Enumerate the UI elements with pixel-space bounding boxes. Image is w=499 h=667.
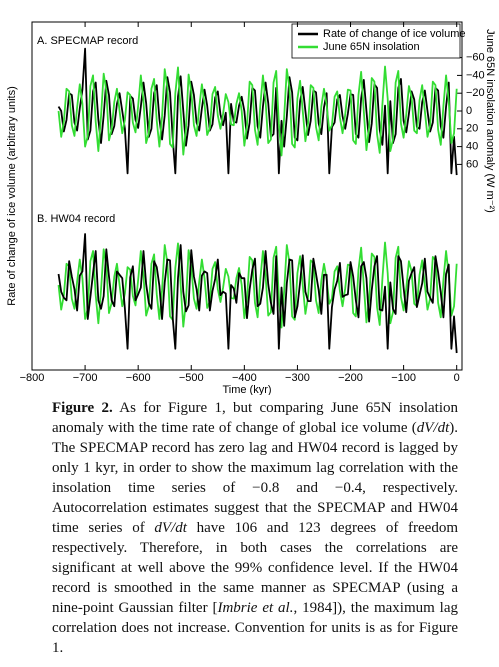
series-line [57, 233, 458, 354]
y2-tick-label: −40 [466, 69, 485, 81]
y2-tick-label: 60 [466, 158, 478, 170]
caption-text: have 106 and 123 degrees of freedom resp… [52, 520, 458, 616]
x-tick-label: −500 [179, 372, 204, 384]
y2-tick-label: 20 [466, 123, 478, 135]
caption: Figure 2. As for Figure 1, but comparing… [52, 398, 458, 658]
y2-tick-label: 40 [466, 141, 478, 153]
x-tick-label: −600 [126, 372, 151, 384]
panel-title: B. HW04 record [37, 213, 115, 225]
panel-title: A. SPECMAP record [37, 35, 138, 47]
legend-label: June 65N insolation [323, 41, 420, 53]
legend-box [291, 23, 461, 59]
y2-tick-label: 0 [466, 105, 472, 117]
y-axis-label: Rate of change of ice volume (arbitrary … [6, 86, 18, 306]
caption-italic: dV/dt [416, 420, 450, 436]
legend-label: Rate of change of ice volume [323, 28, 465, 40]
caption-label: Figure 2. [52, 400, 113, 416]
x-tick-label: −200 [338, 372, 363, 384]
caption-italic: Imbrie et al. [217, 600, 294, 616]
caption-text: ). The SPECMAP record has zero lag and H… [52, 420, 458, 536]
x-tick-label: −300 [285, 372, 310, 384]
x-tick-label: 0 [454, 372, 460, 384]
x-tick-label: −800 [20, 372, 45, 384]
series-line [57, 65, 458, 157]
x-tick-label: −400 [232, 372, 257, 384]
x-tick-label: −700 [73, 372, 98, 384]
y2-tick-label: −60 [466, 52, 485, 64]
series-line [57, 241, 458, 329]
x-tick-label: −100 [391, 372, 416, 384]
plot-frame [31, 21, 463, 371]
caption-text: , 1984]), the maximum lag correlation do… [52, 600, 459, 656]
y2-axis-label: June 65N insolation anomaly (W m⁻²) [484, 29, 496, 213]
caption-text: As for Figure 1, but comparing June 65N … [52, 400, 458, 436]
y2-tick-label: −20 [466, 87, 485, 99]
x-axis-label: Time (kyr) [222, 384, 271, 395]
caption-italic: dV/dt [154, 520, 187, 536]
series-line [57, 47, 458, 176]
